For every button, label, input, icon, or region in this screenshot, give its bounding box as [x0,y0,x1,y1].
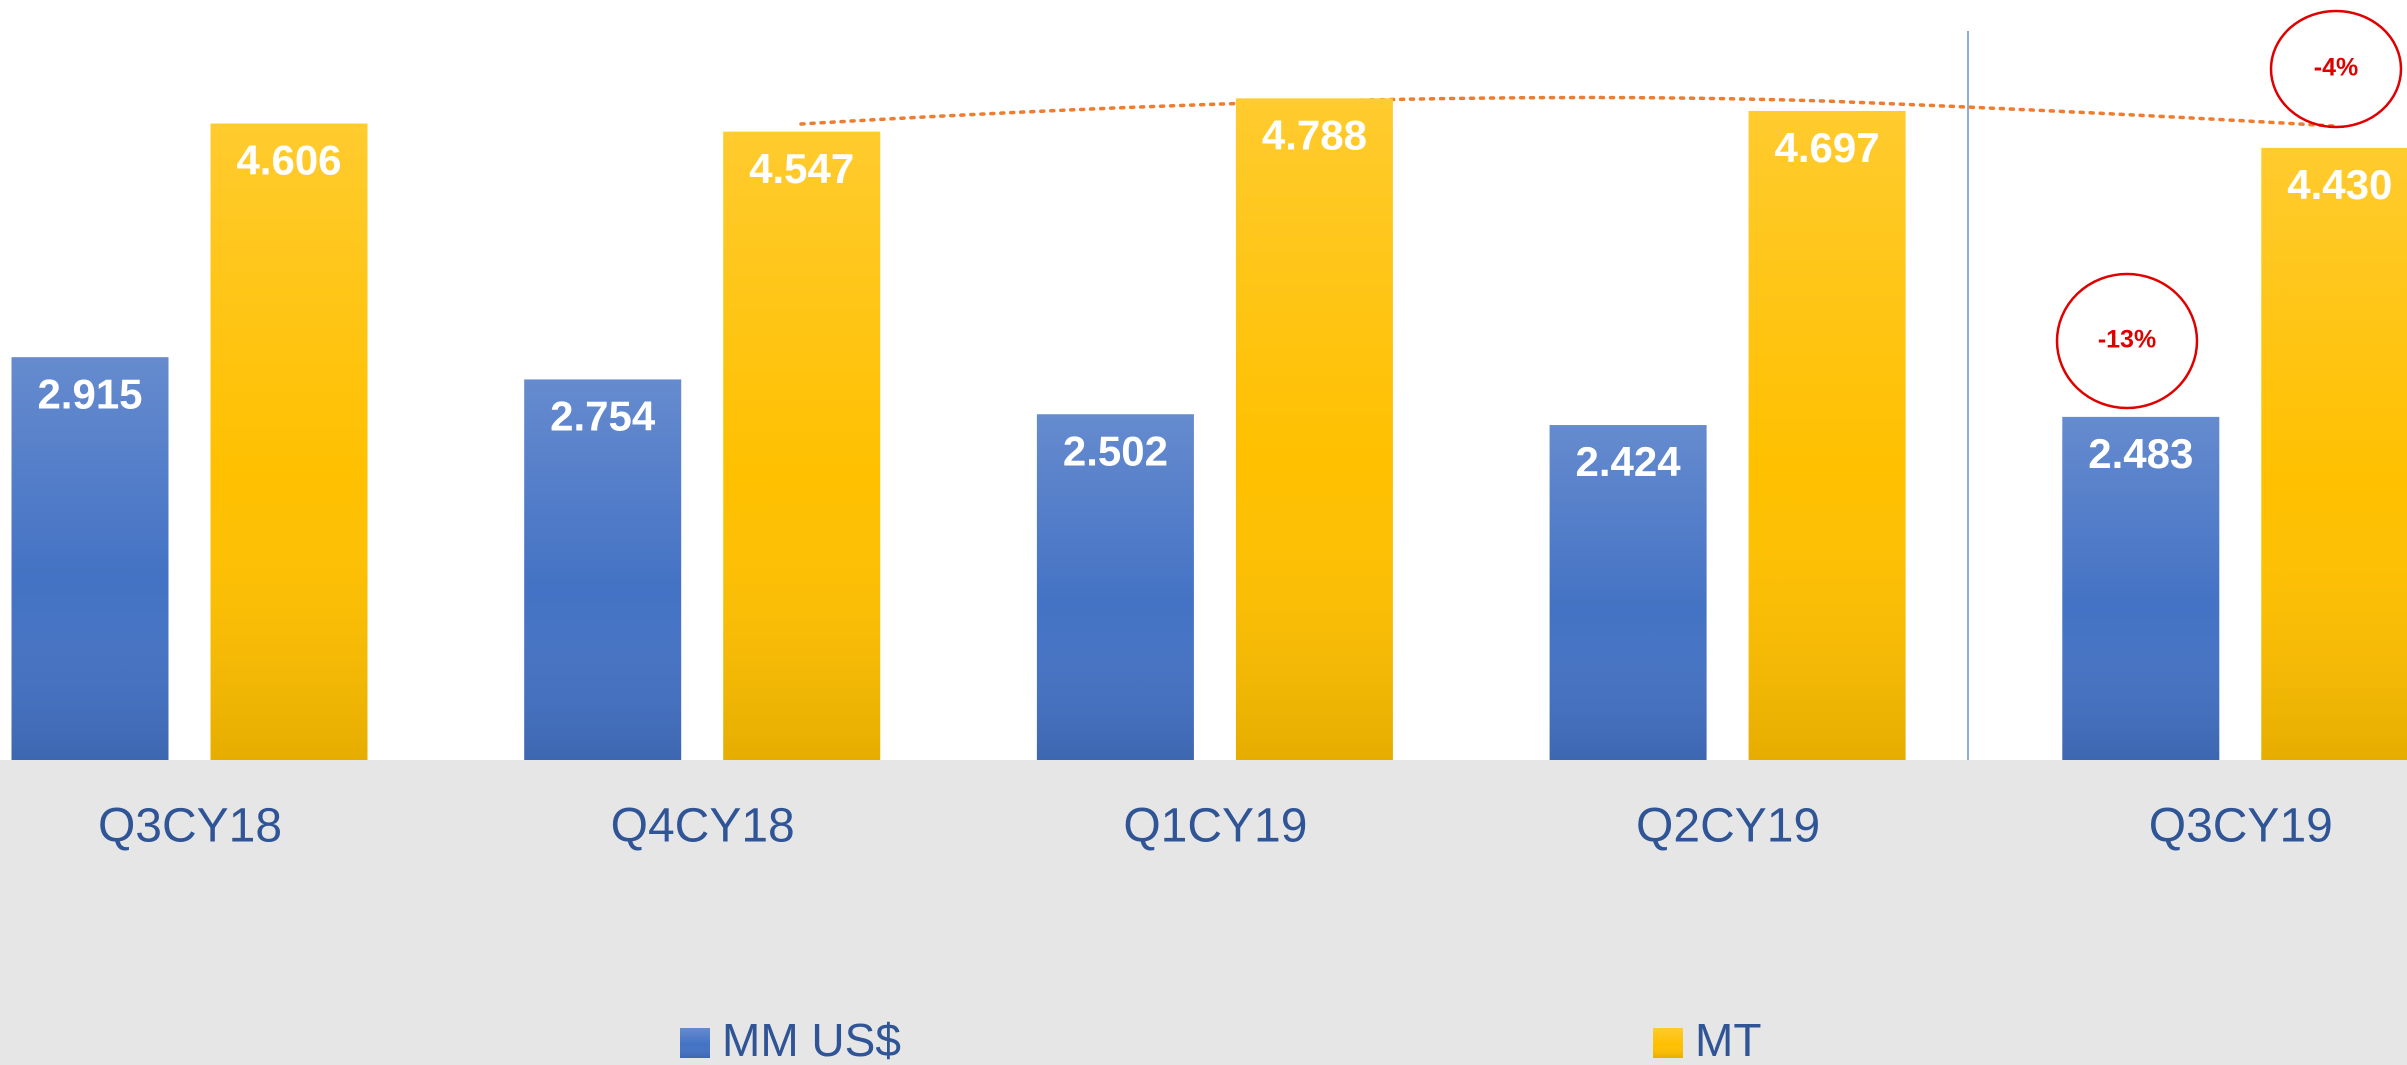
annotation: -13% [2098,326,2156,354]
data-label: 4.697 [1775,124,1880,171]
legend-swatch-shade [680,1028,710,1058]
bar-shade [2261,147,2407,760]
x-tick-label: Q3CY19 [2149,800,2333,853]
data-label: 2.915 [37,370,142,417]
bars [11,98,2407,761]
labels: Q3CY18 2.915 4.606 Q4CY18 2.754 4.547 Q1CY19 2.… [37,111,2392,852]
category-band [0,760,2407,1065]
legend-label: MM US$ [722,1014,901,1065]
data-label: 4.788 [1262,111,1367,158]
bar-shade [524,379,682,760]
annotation: -4% [2314,54,2358,82]
data-label: 2.502 [1063,427,1168,474]
x-tick-label: Q4CY18 [611,800,795,853]
trend-line [799,95,2335,128]
bar-shade [1235,98,1393,761]
bar-shade [11,357,169,760]
annotation-circle [2055,272,2199,410]
x-tick-label: Q3CY18 [98,800,282,853]
x-tick-label: Q1CY19 [1123,800,1307,853]
data-label: 4.430 [2287,161,2392,208]
data-label: 2.483 [2088,430,2193,477]
legend-label: MT [1695,1014,1761,1065]
annotation-circle [2269,9,2403,129]
data-label: 4.547 [749,145,854,192]
legend-swatch-shade [1653,1028,1683,1058]
bar-shade [723,131,881,761]
bar-shade [2062,416,2220,760]
bar-shade [1036,414,1194,760]
data-label: 2.754 [550,393,656,440]
data-label: 4.606 [236,137,341,184]
data-label: 2.424 [1576,438,1682,485]
bar-shade [1549,425,1707,760]
bar-shade [1748,110,1906,760]
x-tick-label: Q2CY19 [1636,800,1820,853]
bar-shade [210,123,368,760]
